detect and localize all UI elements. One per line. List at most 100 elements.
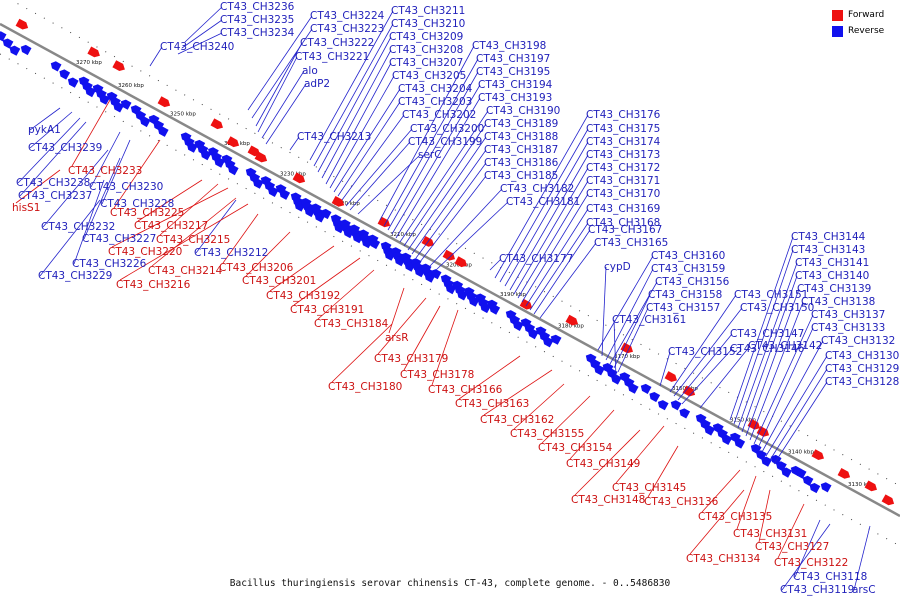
reverse-gene-label[interactable]: CT43_CH3147 (730, 328, 804, 340)
reverse-gene-label[interactable]: CT43_CH3197 (476, 53, 550, 65)
forward-gene-label[interactable]: CT43_CH3179 (374, 353, 448, 365)
reverse-gene-label[interactable]: CT43_CH3204 (398, 83, 473, 95)
reverse-gene-arrow[interactable] (369, 238, 381, 250)
reverse-gene-label[interactable]: CT43_CH3209 (389, 31, 463, 43)
reverse-gene-arrow[interactable] (721, 434, 733, 445)
reverse-gene-arrow[interactable] (734, 438, 746, 449)
reverse-gene-label[interactable]: CT43_CH3168 (586, 217, 660, 229)
reverse-gene-label[interactable]: CT43_CH3238 (16, 177, 90, 189)
reverse-gene-label[interactable]: CT43_CH3177 (499, 253, 573, 265)
forward-gene-label[interactable]: CT43_CH3192 (266, 290, 340, 302)
reverse-gene-label[interactable]: CT43_CH3193 (478, 92, 552, 104)
reverse-gene-label[interactable]: CT43_CH3150 (740, 302, 814, 314)
reverse-gene-arrow[interactable] (320, 208, 332, 220)
reverse-gene-arrow[interactable] (9, 45, 21, 56)
forward-gene-label[interactable]: CT43_CH3206 (219, 262, 294, 274)
reverse-gene-label[interactable]: pykA1 (28, 124, 61, 136)
reverse-gene-arrow[interactable] (187, 142, 198, 153)
reverse-gene-arrow[interactable] (67, 77, 79, 88)
forward-gene-label[interactable]: CT43_CH3163 (455, 398, 529, 410)
forward-gene-label[interactable]: CT43_CH3149 (566, 458, 640, 470)
forward-gene-label[interactable]: CT43_CH3216 (116, 279, 191, 291)
reverse-gene-label[interactable]: CT43_CH3175 (586, 123, 660, 135)
reverse-gene-label[interactable]: CT43_CH3130 (825, 350, 899, 362)
forward-gene-arrow[interactable] (254, 151, 268, 163)
reverse-gene-label[interactable]: CT43_CH3224 (310, 10, 385, 22)
forward-gene-label[interactable]: CT43_CH3162 (480, 414, 554, 426)
reverse-gene-label[interactable]: CT43_CH3181 (506, 196, 580, 208)
reverse-gene-label[interactable]: CT43_CH3202 (402, 109, 476, 121)
reverse-gene-label[interactable]: CT43_CH3213 (297, 131, 371, 143)
reverse-gene-label[interactable]: CT43_CH3199 (408, 136, 482, 148)
reverse-gene-arrow[interactable] (527, 329, 539, 340)
reverse-gene-label[interactable]: CT43_CH3165 (594, 237, 668, 249)
forward-gene-label[interactable]: CT43_CH3131 (733, 528, 807, 540)
reverse-gene-label[interactable]: CT43_CH3210 (391, 18, 465, 30)
reverse-gene-label[interactable]: CT43_CH3194 (478, 79, 553, 91)
reverse-gene-label[interactable]: CT43_CH3182 (500, 183, 574, 195)
reverse-gene-label[interactable]: CT43_CH3229 (38, 270, 112, 282)
reverse-gene-label[interactable]: CT43_CH3190 (486, 105, 560, 117)
forward-gene-arrow[interactable] (442, 249, 455, 261)
forward-gene-arrow[interactable] (811, 449, 825, 460)
reverse-gene-label[interactable]: CT43_CH3132 (821, 335, 895, 347)
reverse-gene-label[interactable]: CT43_CH3195 (476, 66, 550, 78)
forward-gene-label[interactable]: CT43_CH3201 (242, 275, 316, 287)
reverse-gene-label[interactable]: CT43_CH3237 (18, 190, 92, 202)
forward-gene-label[interactable]: CT43_CH3136 (644, 496, 719, 508)
forward-gene-arrow[interactable] (454, 256, 467, 268)
reverse-gene-arrow[interactable] (85, 87, 96, 98)
reverse-gene-label[interactable]: CT43_CH3228 (100, 198, 174, 210)
reverse-gene-arrow[interactable] (550, 334, 562, 345)
reverse-gene-arrow[interactable] (120, 99, 132, 110)
forward-gene-label[interactable]: CT43_CH3166 (428, 384, 503, 396)
reverse-gene-label[interactable]: CT43_CH3236 (220, 1, 295, 13)
reverse-gene-label[interactable]: cypD (604, 261, 631, 273)
reverse-gene-label[interactable]: CT43_CH3235 (220, 14, 294, 26)
reverse-gene-label[interactable]: CT43_CH3156 (655, 276, 730, 288)
reverse-gene-label[interactable]: CT43_CH3129 (825, 363, 899, 375)
forward-gene-label[interactable]: CT43_CH3214 (148, 265, 223, 277)
reverse-gene-arrow[interactable] (227, 165, 239, 176)
reverse-gene-arrow[interactable] (809, 483, 821, 494)
forward-gene-arrow[interactable] (620, 342, 634, 354)
reverse-gene-label[interactable]: CT43_CH3119 (780, 584, 854, 596)
reverse-gene-label[interactable]: CT43_CH3169 (586, 203, 660, 215)
reverse-gene-label[interactable]: CT43_CH3232 (41, 221, 115, 233)
reverse-gene-label[interactable]: CT43_CH3239 (28, 142, 102, 154)
reverse-gene-label[interactable]: CT43_CH3160 (651, 250, 725, 262)
reverse-gene-label[interactable]: CT43_CH3176 (586, 109, 661, 121)
reverse-gene-arrow[interactable] (542, 337, 554, 348)
reverse-gene-arrow[interactable] (781, 467, 792, 478)
reverse-gene-label[interactable]: CT43_CH3223 (310, 23, 384, 35)
forward-gene-label[interactable]: hisS1 (12, 202, 40, 214)
forward-gene-arrow[interactable] (881, 494, 895, 506)
reverse-gene-label[interactable]: CT43_CH3146 (730, 343, 805, 355)
forward-gene-label[interactable]: CT43_CH3180 (328, 381, 402, 393)
forward-gene-arrow[interactable] (87, 46, 100, 58)
reverse-gene-label[interactable]: CT43_CH3230 (89, 181, 163, 193)
reverse-gene-arrow[interactable] (512, 320, 524, 331)
forward-gene-label[interactable]: CT43_CH3135 (698, 511, 772, 523)
reverse-gene-label[interactable]: CT43_CH3198 (472, 40, 546, 52)
reverse-gene-arrow[interactable] (200, 150, 212, 161)
reverse-gene-label[interactable]: CT43_CH3133 (811, 322, 885, 334)
reverse-gene-label[interactable]: CT43_CH3186 (484, 157, 559, 169)
forward-gene-label[interactable]: CT43_CH3148 (571, 494, 645, 506)
reverse-gene-arrow[interactable] (59, 69, 71, 80)
reverse-gene-arrow[interactable] (761, 456, 772, 467)
forward-gene-label[interactable]: CT43_CH3215 (156, 234, 230, 246)
reverse-gene-arrow[interactable] (640, 383, 652, 394)
forward-gene-arrow[interactable] (210, 118, 224, 130)
reverse-gene-arrow[interactable] (802, 475, 814, 486)
reverse-gene-arrow[interactable] (430, 269, 442, 280)
reverse-gene-arrow[interactable] (627, 383, 639, 394)
reverse-gene-label[interactable]: CT43_CH3200 (410, 123, 484, 135)
reverse-gene-label[interactable]: serC (418, 149, 442, 161)
forward-gene-label[interactable]: CT43_CH3127 (755, 541, 829, 553)
forward-gene-label[interactable]: CT43_CH3122 (774, 557, 848, 569)
reverse-gene-label[interactable]: CT43_CH3234 (220, 27, 295, 39)
reverse-gene-arrow[interactable] (267, 186, 279, 197)
forward-gene-arrow[interactable] (519, 298, 533, 310)
forward-gene-label[interactable]: CT43_CH3154 (538, 442, 613, 454)
